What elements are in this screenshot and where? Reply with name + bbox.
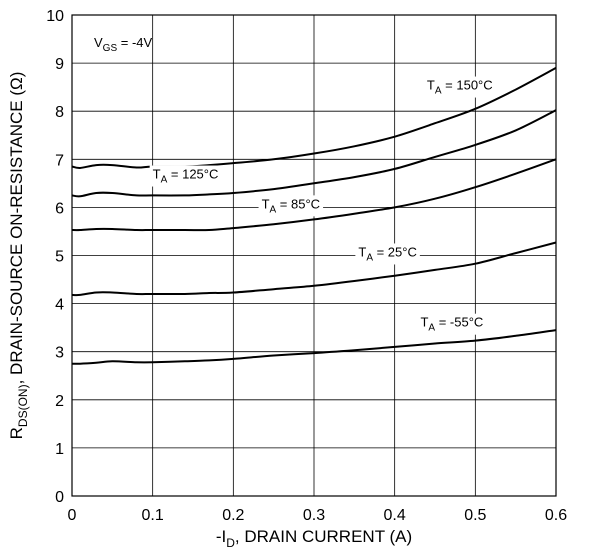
series-label-background [423,76,496,98]
series-line-4 [71,329,557,365]
series-label-0: TA = 150°C [427,78,493,97]
condition-label: VGS = -4V [94,35,152,54]
x-tick-label: 0.4 [384,507,406,524]
x-tick-label: 0 [68,507,77,524]
x-tick-label: 0.3 [303,507,325,524]
series-label-1: TA = 125°C [153,167,219,186]
y-tick-label: 3 [55,345,64,362]
series-line-1 [71,109,557,198]
series-line-3 [71,241,557,297]
tick-labels: 0 0.1 0.2 0.3 0.4 0.5 0.6 0 1 2 3 4 5 6 7 8 9 10 [46,8,567,524]
series-labels: TA = 150°C TA = 125°C TA = 85°C TA = 25°C TA… [149,76,496,335]
y-tick-label: 6 [55,200,64,217]
series-label-background [258,195,324,217]
gridlines [72,15,556,496]
series-label-3: TA = 25°C [358,244,417,263]
y-tick-label: 8 [55,104,64,121]
y-tick-label: 0 [55,489,64,506]
y-tick-label: 9 [55,56,64,73]
y-axis-title: RDS(ON), DRAIN-SOURCE ON-RESISTANCE (Ω) [7,72,30,440]
series-label-4: TA = -55°C [420,315,483,334]
y-tick-label: 7 [55,152,64,169]
plot-frame [71,14,557,497]
series-label-background [149,165,222,187]
x-tick-label: 0.6 [545,507,567,524]
x-tick-label: 0.5 [464,507,486,524]
y-tick-label: 2 [55,393,64,410]
y-tick-label: 4 [55,297,64,314]
series-line-0 [71,67,557,170]
y-tick-label: 10 [46,8,64,25]
y-tick-label: 5 [55,249,64,266]
x-tick-label: 0.1 [142,507,164,524]
x-axis-title: -ID, DRAIN CURRENT (A) [216,527,412,550]
series-line-2 [71,158,557,232]
x-tick-label: 0.2 [222,507,244,524]
series-label-2: TA = 85°C [262,196,321,215]
series-label-background [355,243,420,265]
series-label-background [417,313,487,335]
series-curves [71,67,557,365]
y-tick-label: 1 [55,441,64,458]
